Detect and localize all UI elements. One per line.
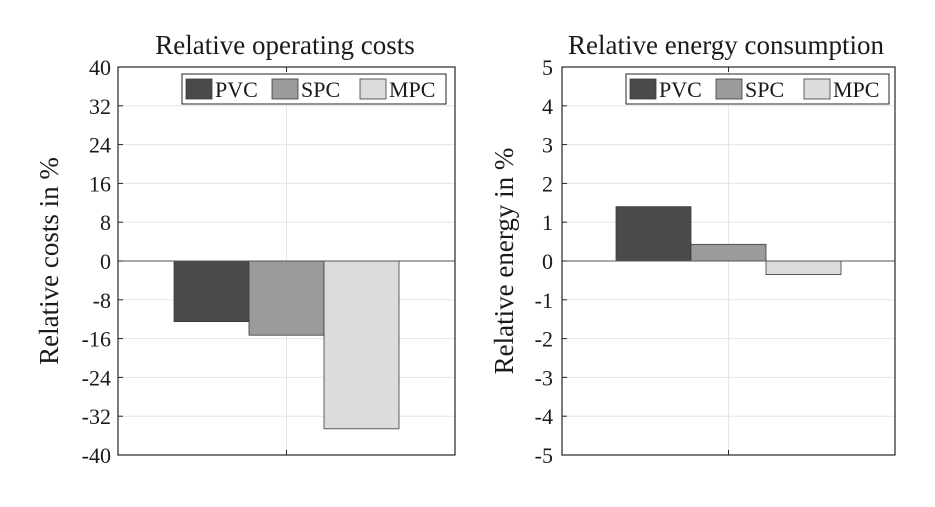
legend-label-pvc: PVC	[659, 77, 702, 102]
bar-mpc	[765, 260, 842, 275]
operating-costs-chart: 40 32 24 16 8 0 -8 -16 -24 -32 -40 Relative operati…	[34, 30, 456, 468]
y-tick-label: 5	[542, 55, 553, 80]
y-tick-label: 0	[542, 249, 553, 274]
y-tick-label: 3	[542, 133, 553, 158]
y-tick-label: -3	[535, 365, 553, 390]
y-tick-label: 0	[100, 249, 111, 274]
legend-swatch-mpc	[359, 78, 387, 100]
y-tick-label: -2	[535, 327, 553, 352]
legend-box	[181, 73, 447, 105]
legend-swatch-mpc	[803, 78, 831, 100]
y-tick-label: -1	[535, 288, 553, 313]
legend-swatch-spc	[715, 78, 743, 100]
y-tick-label: 16	[89, 171, 111, 196]
y-tick-label: 2	[542, 171, 553, 196]
y-tick-label: -8	[93, 288, 111, 313]
legend-label-spc: SPC	[745, 77, 784, 102]
bar-spc	[248, 260, 325, 336]
y-axis-label: Relative costs in %	[34, 157, 64, 365]
y-tick-label: 32	[89, 94, 111, 119]
y-tick-label: -40	[82, 443, 111, 468]
y-tick-label: 1	[542, 210, 553, 235]
y-tick-label: 40	[89, 55, 111, 80]
legend-swatch-spc	[271, 78, 299, 100]
legend-label-mpc: MPC	[389, 77, 435, 102]
legend-swatch-pvc	[629, 78, 657, 100]
legend-label-spc: SPC	[301, 77, 340, 102]
y-tick-label: 8	[100, 210, 111, 235]
legend-box	[625, 73, 890, 105]
y-tick-label: 4	[542, 94, 553, 119]
bar-mpc	[323, 260, 400, 430]
bar-pvc	[173, 260, 250, 323]
chart-title: Relative energy consumption	[568, 30, 884, 60]
y-axis-label: Relative energy in %	[489, 148, 519, 375]
bar-pvc	[615, 206, 692, 262]
chart-title: Relative operating costs	[155, 30, 414, 60]
legend-label-mpc: MPC	[833, 77, 879, 102]
y-tick-label: -24	[82, 365, 111, 390]
y-tick-label: -5	[535, 443, 553, 468]
y-tick-label: -4	[535, 404, 553, 429]
bar-spc	[690, 243, 767, 262]
legend-label-pvc: PVC	[215, 77, 258, 102]
legend-swatch-pvc	[185, 78, 213, 100]
y-tick-label: 24	[89, 133, 111, 158]
y-tick-label: -16	[82, 327, 111, 352]
y-tick-label: -32	[82, 404, 111, 429]
energy-consumption-chart: 5 4 3 2 1 0 -1 -2 -3 -4 -5 Relative energy consumpt…	[489, 30, 896, 468]
